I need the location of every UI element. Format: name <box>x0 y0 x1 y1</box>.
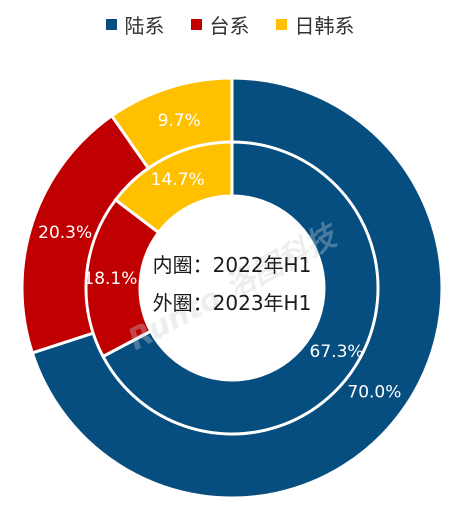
legend-item-rihan: 日韩系 <box>275 10 355 39</box>
legend-swatch-rihan <box>275 19 287 30</box>
legend-label-lu: 陆系 <box>124 14 165 38</box>
outer-label-tai: 20.3% <box>38 223 92 243</box>
inner-label-lu: 67.3% <box>310 342 364 362</box>
legend-label-tai: 台系 <box>209 14 250 38</box>
legend-item-lu: 陆系 <box>105 10 165 39</box>
legend-item-tai: 台系 <box>190 10 250 39</box>
center-text-inner: 内圈：2022年H1 <box>153 253 312 277</box>
inner-slice-lu <box>101 140 380 436</box>
inner-ring <box>84 140 380 436</box>
inner-label-rihan: 14.7% <box>151 170 205 190</box>
legend-swatch-lu <box>105 19 117 30</box>
legend-label-rihan: 日韩系 <box>294 14 355 38</box>
outer-label-rihan: 9.7% <box>158 111 201 131</box>
inner-label-tai: 18.1% <box>83 269 137 289</box>
slice-labels: 67.3% 18.1% 14.7% 70.0% 20.3% 9.7% <box>38 111 401 402</box>
center-text-outer: 外圈：2023年H1 <box>153 291 312 315</box>
legend-swatch-tai <box>190 19 202 30</box>
outer-label-lu: 70.0% <box>347 382 401 402</box>
inner-slice-rihan <box>113 140 234 235</box>
chart-legend: 陆系 台系 日韩系 <box>0 10 460 39</box>
